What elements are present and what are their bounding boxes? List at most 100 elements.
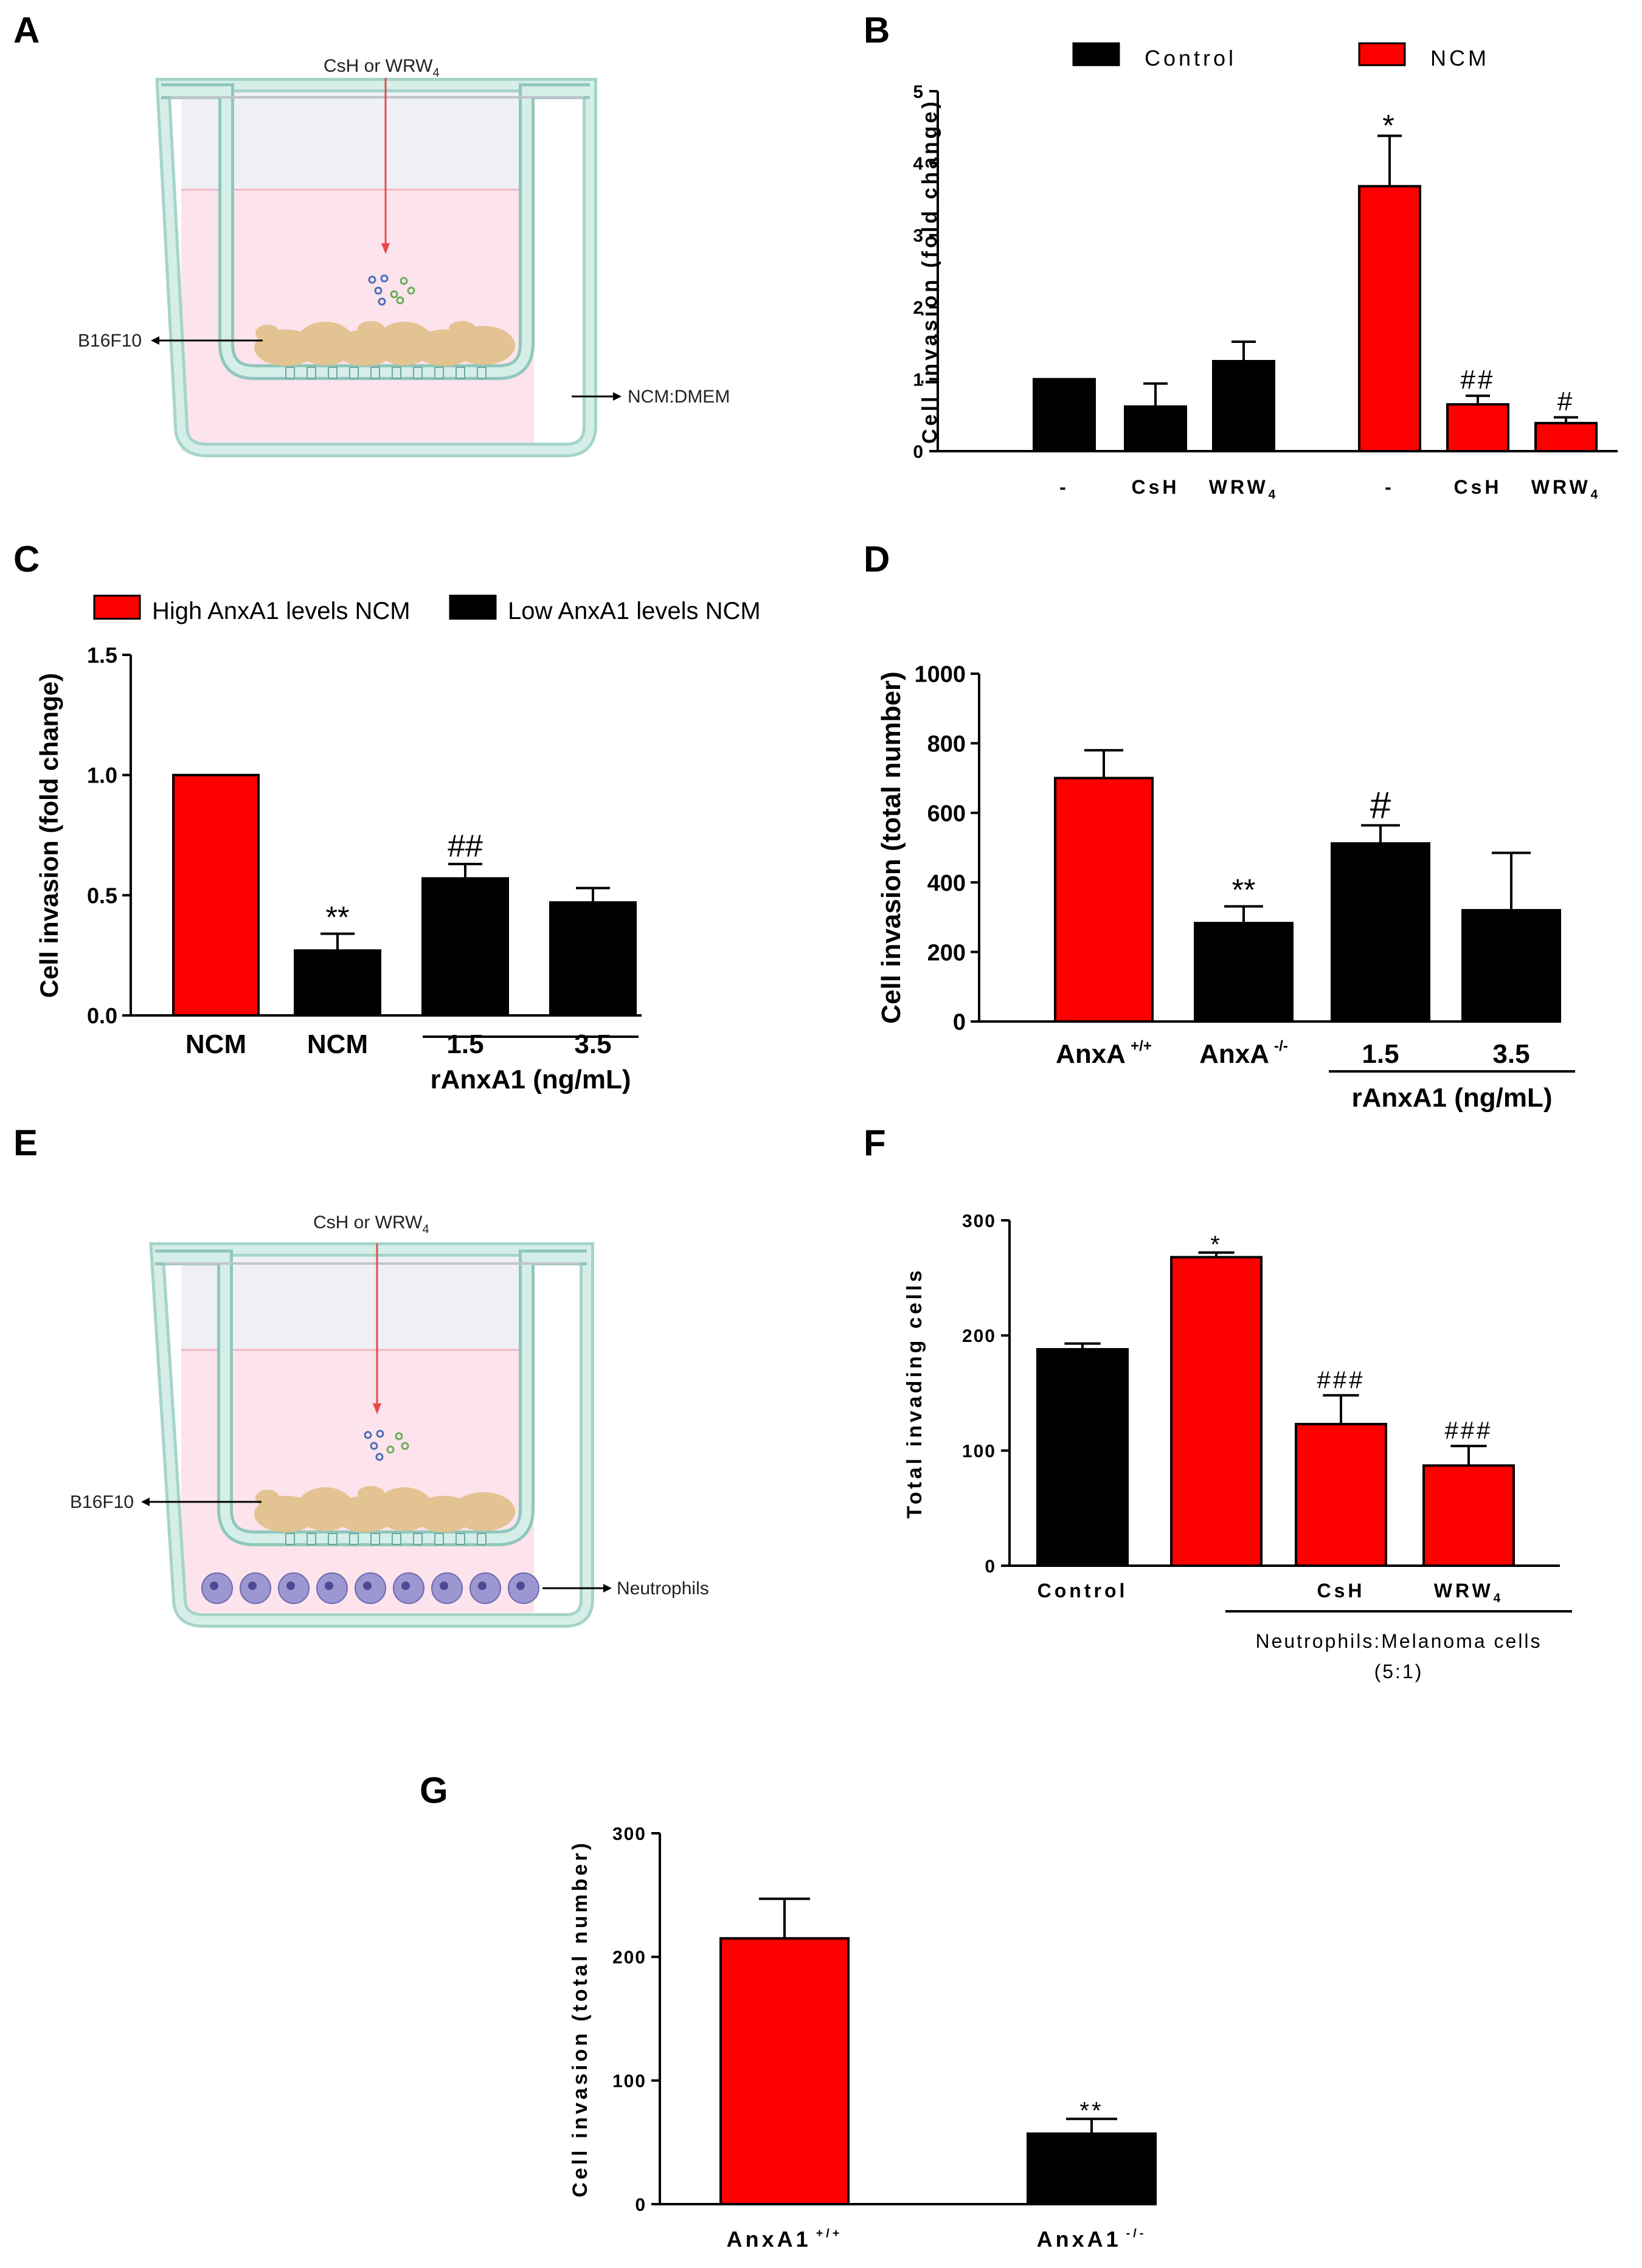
- panel-label-g: G: [420, 1770, 448, 1811]
- y-tick-label: 200: [962, 1326, 996, 1346]
- y-axis-label: Cell invasion (fold change): [35, 673, 63, 998]
- legend-label: Low AnxA1 levels NCM: [508, 598, 761, 624]
- group-label: rAnxA1 (ng/mL): [431, 1065, 631, 1094]
- y-tick-label: 0.0: [87, 1003, 117, 1028]
- bar: [1170, 1256, 1263, 1567]
- bar: [1033, 378, 1096, 452]
- chart-c: 0.0 0.5 1.0 1.5 Cell invasion (fold change) N…: [35, 595, 761, 1094]
- bar: [172, 773, 260, 1017]
- y-tick-label: 800: [927, 731, 966, 757]
- bar: [1422, 1464, 1515, 1568]
- treatment-label: CsH or WRW4: [313, 1212, 429, 1236]
- x-tick-label: WRW4: [1531, 476, 1601, 502]
- well-upper-space: [181, 91, 534, 190]
- legend-label: NCM: [1430, 46, 1489, 71]
- bar: [1027, 2132, 1157, 2206]
- x-tick-label: 3.5: [574, 1029, 611, 1059]
- y-tick-label: 1.5: [87, 643, 117, 668]
- panel-label-b: B: [864, 10, 890, 50]
- b16f10-cells: [254, 321, 515, 366]
- x-tick-label: WRW4: [1434, 1580, 1504, 1605]
- x-tick-label: -: [1385, 476, 1394, 498]
- bar: [1054, 776, 1154, 1023]
- panel-label-a: A: [13, 10, 40, 50]
- x-tick-label: 1.5: [1362, 1039, 1399, 1069]
- x-tick-label: -: [1059, 476, 1069, 498]
- bar: [1331, 842, 1430, 1023]
- transwell-diagram-a: CsH or WRW4 B16F10 NCM:DMEM: [78, 56, 730, 457]
- well-upper-space: [181, 1257, 534, 1350]
- y-tick-label: 300: [612, 1824, 646, 1844]
- significance-marker: ###: [1445, 1417, 1493, 1444]
- cells-label: B16F10: [70, 1492, 134, 1512]
- x-tick-label: AnxA +/+: [1056, 1038, 1152, 1069]
- x-tick-label: WRW4: [1209, 476, 1279, 502]
- y-tick-label: 100: [962, 1441, 996, 1461]
- y-tick-label: 0: [635, 2195, 646, 2215]
- well-medium: [181, 190, 534, 451]
- y-tick-label: 100: [612, 2071, 646, 2091]
- bar: [1358, 185, 1421, 452]
- bar: [1446, 403, 1509, 452]
- y-tick-label: 3: [913, 226, 924, 246]
- y-axis-label: Cell invasion (total number): [569, 1840, 592, 2197]
- legend-swatch: [449, 595, 497, 620]
- significance-marker: **: [1232, 873, 1256, 907]
- legend-swatch: [93, 595, 141, 620]
- compound-dots: [364, 1430, 409, 1461]
- legend-swatch: [1072, 42, 1120, 66]
- group-label-ratio: (5:1): [1374, 1661, 1424, 1682]
- cells-label: B16F10: [78, 331, 142, 351]
- y-tick-label: 200: [612, 1948, 646, 1968]
- insert-pores: [285, 367, 487, 379]
- significance-marker: ###: [1317, 1367, 1365, 1394]
- legend-label: Control: [1145, 46, 1236, 71]
- compound-dots: [368, 274, 415, 306]
- y-tick-label: 5: [913, 82, 924, 102]
- bar: [1212, 360, 1275, 452]
- significance-marker: #: [1557, 386, 1574, 416]
- x-tick-label: NCM: [307, 1029, 368, 1059]
- bar: [1124, 405, 1187, 452]
- panel-label-e: E: [13, 1122, 38, 1163]
- y-tick-label: 0: [953, 1010, 966, 1035]
- transwell-diagram-e: CsH or WRW4 B16F10 Neutrophils: [70, 1212, 709, 1628]
- group-label: Neutrophils:Melanoma cells: [1255, 1630, 1542, 1652]
- bar: [421, 877, 509, 1017]
- chart-g: 0 100 200 300 Cell invasion (total number) An…: [569, 1824, 1157, 2252]
- y-tick-label: 0: [985, 1557, 996, 1577]
- y-tick-label: 300: [962, 1211, 996, 1231]
- y-axis-label: Cell invasion (total number): [876, 671, 906, 1023]
- bar: [1534, 421, 1598, 452]
- legend-swatch: [1358, 42, 1406, 66]
- chart-d: 0 200 400 600 800 1000 Cell invasion (total nu…: [876, 662, 1575, 1113]
- bar: [1295, 1423, 1387, 1568]
- bar: [1194, 922, 1294, 1023]
- bar: [1461, 908, 1561, 1023]
- significance-marker: ##: [448, 829, 483, 864]
- y-tick-label: 2: [913, 298, 924, 318]
- x-tick-label: CsH: [1131, 476, 1179, 498]
- panel-label-d: D: [864, 539, 890, 579]
- treatment-label: CsH or WRW4: [324, 56, 440, 80]
- x-tick-label: AnxA1 +/+: [727, 2227, 843, 2252]
- x-tick-label: Control: [1038, 1580, 1128, 1602]
- group-label: rAnxA1 (ng/mL): [1352, 1083, 1553, 1113]
- y-tick-label: 600: [927, 801, 966, 826]
- bar: [294, 949, 381, 1017]
- x-tick-label: NCM: [185, 1029, 246, 1059]
- bar: [719, 1937, 850, 2205]
- medium-label: NCM:DMEM: [628, 387, 730, 407]
- y-tick-label: 4: [913, 154, 924, 174]
- panel-label-c: C: [13, 539, 40, 579]
- y-tick-label: 200: [927, 940, 966, 966]
- y-tick-label: 0.5: [87, 883, 117, 908]
- well-medium: [181, 1350, 534, 1613]
- x-tick-label: 1.5: [446, 1029, 483, 1059]
- bar: [1036, 1348, 1129, 1567]
- significance-marker: *: [1210, 1231, 1222, 1258]
- b16f10-cells: [254, 1486, 515, 1532]
- insert-pores: [285, 1533, 487, 1545]
